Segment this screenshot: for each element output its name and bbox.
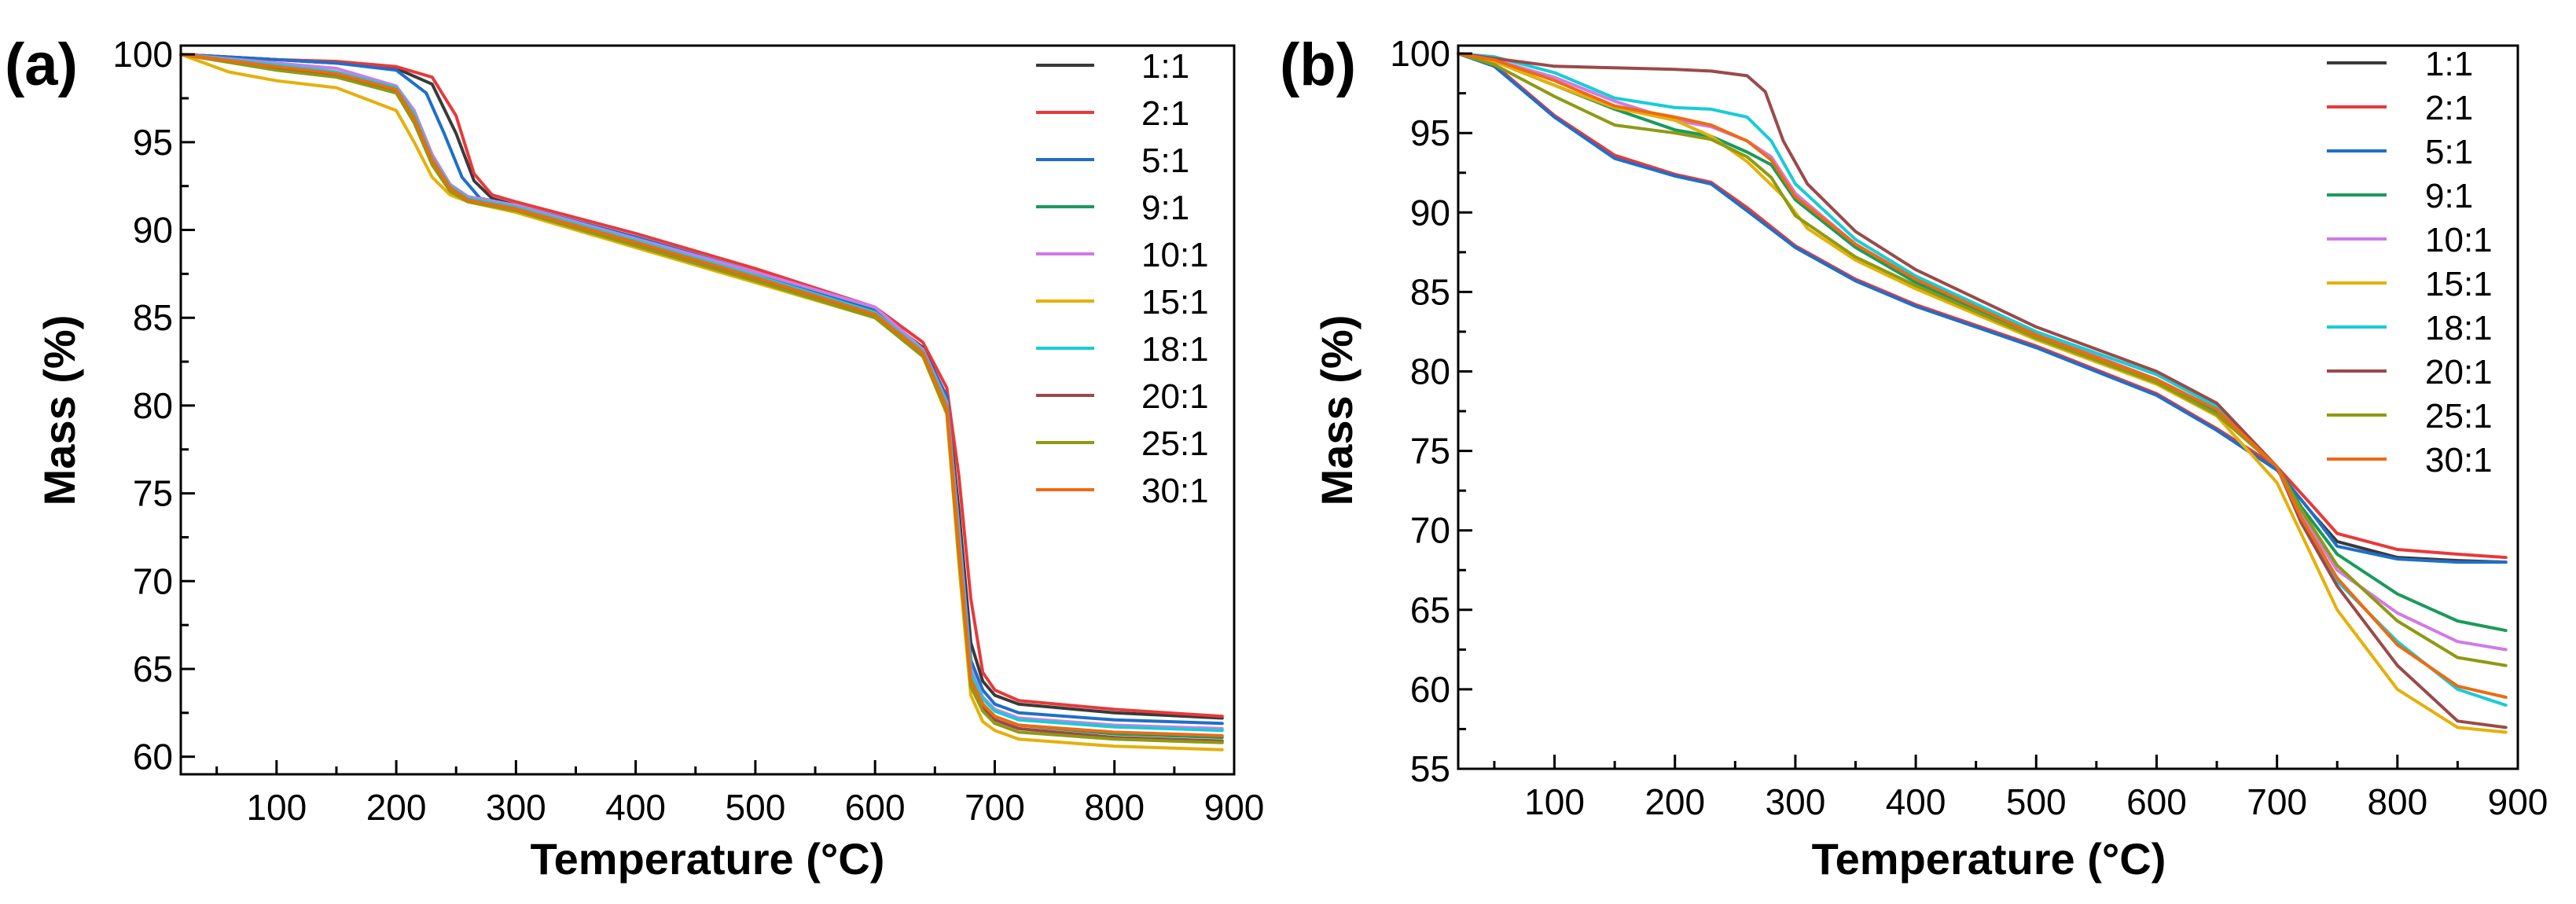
panel-a-series-line-30-1 (179, 53, 1224, 737)
panel-a-y-tick-label: 90 (133, 210, 173, 251)
panel-a-series-line-20-1 (179, 53, 1224, 743)
panel-b-x-tick-label: 100 (1524, 781, 1585, 822)
panel-b-x-axis-title: Temperature (°C) (1812, 834, 2166, 884)
panel-b-legend-label-25-1: 25:1 (2425, 397, 2493, 435)
panel-b-legend-label-15-1: 15:1 (2425, 265, 2493, 303)
panel-a-x-tick-label: 800 (1084, 787, 1145, 828)
panel-a-series-line-15-1 (179, 53, 1224, 751)
panel-a-x-tick-label: 900 (1204, 787, 1265, 828)
panel-b-y-tick-label: 75 (1410, 431, 1450, 472)
panel-b-legend-label-20-1: 20:1 (2425, 353, 2493, 391)
panel-b-legend-label-5-1: 5:1 (2425, 133, 2473, 171)
panel-b-y-tick-label: 100 (1390, 33, 1450, 74)
panel-b-y-axis-title: Mass (%) (1312, 315, 1361, 506)
panel-a-axes-frame (179, 44, 1236, 776)
panel-a-legend-label-5-1: 5:1 (1141, 141, 1189, 180)
panel-a-x-tick-label: 300 (486, 787, 546, 828)
panel-b-legend-label-10-1: 10:1 (2425, 221, 2493, 259)
panel-a-y-tick-label: 70 (133, 560, 173, 601)
panel-a-y-tick-label: 65 (133, 649, 173, 689)
panel-b-legend-label-1-1: 1:1 (2425, 45, 2473, 83)
panel-b-series-line-30-1 (1457, 52, 2508, 699)
panel-a-tag: (a) (5, 31, 78, 98)
panel-a-x-tick-label: 600 (845, 787, 906, 828)
panel-b-x-tick-label: 900 (2488, 781, 2548, 822)
panel-b-axes-frame (1457, 44, 2519, 770)
panel-a-y-tick-label: 100 (112, 34, 173, 75)
panel-b-y-tick-label: 65 (1410, 590, 1450, 630)
panel-b-series-line-15-1 (1457, 52, 2508, 734)
panel-a-y-tick-label: 80 (133, 385, 173, 426)
panel-b-x-tick-label: 300 (1766, 781, 1826, 822)
panel-b-legend-label-2-1: 2:1 (2425, 89, 2473, 127)
panel-b-legend-label-30-1: 30:1 (2425, 441, 2493, 480)
panel-b-x-tick-label: 400 (1886, 781, 1946, 822)
panel-b-x-tick-label: 200 (1644, 781, 1705, 822)
panel-a-chart: (a) 100 200 300 400 500 600 700 800 900 60 65 70 75 8… (5, 31, 1264, 884)
panel-a-series-line-10-1 (179, 53, 1224, 730)
panel-b-legend: 1:1 2:1 5:1 9:1 10:1 15:1 18:1 20:1 25:1 30:1 (2327, 45, 2493, 480)
panel-b-y-tick-label: 80 (1410, 351, 1450, 392)
panel-a-x-axis-title: Temperature (°C) (531, 834, 885, 884)
panel-a-x-tick-label: 200 (366, 787, 427, 828)
panel-b-series-line-5-1 (1457, 52, 2508, 564)
panel-a-y-tick-label: 75 (133, 473, 173, 514)
panel-a-series-line-25-1 (179, 53, 1224, 744)
panel-b-y-tick-label: 85 (1410, 271, 1450, 312)
panel-b-x-tick-label: 500 (2006, 781, 2067, 822)
panel-a-legend: 1:1 2:1 5:1 9:1 10:1 15:1 18:1 20:1 25:1 30:1 (1036, 47, 1209, 510)
panel-b-series-line-25-1 (1457, 52, 2508, 667)
panel-b-legend-label-9-1: 9:1 (2425, 177, 2473, 215)
panel-a-series-line-18-1 (179, 53, 1224, 733)
panel-a-legend-label-2-1: 2:1 (1141, 94, 1189, 133)
panel-a-series-line-2-1 (179, 53, 1224, 718)
panel-b-x-tick-label: 600 (2126, 781, 2187, 822)
panel-a-legend-label-30-1: 30:1 (1141, 472, 1209, 510)
panel-b-y-tick-label: 60 (1410, 669, 1450, 710)
panel-a-x-tick-label: 700 (965, 787, 1025, 828)
panel-b-y-tick-label: 55 (1410, 748, 1450, 789)
panel-b-y-tick-label: 70 (1410, 510, 1450, 551)
panel-b-chart: (b) 100 200 300 400 500 600 700 800 900 55 60 65 70 7… (1280, 31, 2548, 884)
panel-b-series-line-20-1 (1457, 52, 2508, 729)
panel-a-x-tick-label: 400 (605, 787, 666, 828)
panel-a-legend-label-20-1: 20:1 (1141, 377, 1209, 416)
panel-b-tag: (b) (1280, 31, 1356, 98)
panel-a-x-tick-label: 500 (726, 787, 786, 828)
panel-a-legend-label-25-1: 25:1 (1141, 424, 1209, 463)
panel-a-y-tick-label: 95 (133, 122, 173, 163)
panel-a-legend-label-9-1: 9:1 (1141, 189, 1189, 227)
panel-a-series-line-5-1 (179, 53, 1224, 726)
panel-b-series-line-9-1 (1457, 52, 2508, 633)
panel-a-legend-label-10-1: 10:1 (1141, 236, 1209, 274)
panel-a-series-line-1-1 (179, 53, 1224, 720)
panel-a-legend-label-15-1: 15:1 (1141, 283, 1209, 322)
panel-b-x-tick-label: 700 (2247, 781, 2307, 822)
panel-b-y-tick-label: 90 (1410, 192, 1450, 233)
panel-a-legend-label-1-1: 1:1 (1141, 47, 1189, 86)
panel-a-x-tick-label: 100 (246, 787, 307, 828)
panel-a-y-tick-label: 60 (133, 737, 173, 777)
panel-a-y-axis-title: Mass (%) (35, 315, 84, 506)
panel-a-y-tick-label: 85 (133, 297, 173, 338)
panel-b-x-tick-label: 800 (2367, 781, 2427, 822)
panel-b-legend-label-18-1: 18:1 (2425, 309, 2493, 347)
panel-a-legend-label-18-1: 18:1 (1141, 330, 1209, 369)
panel-b-y-tick-label: 95 (1410, 112, 1450, 153)
